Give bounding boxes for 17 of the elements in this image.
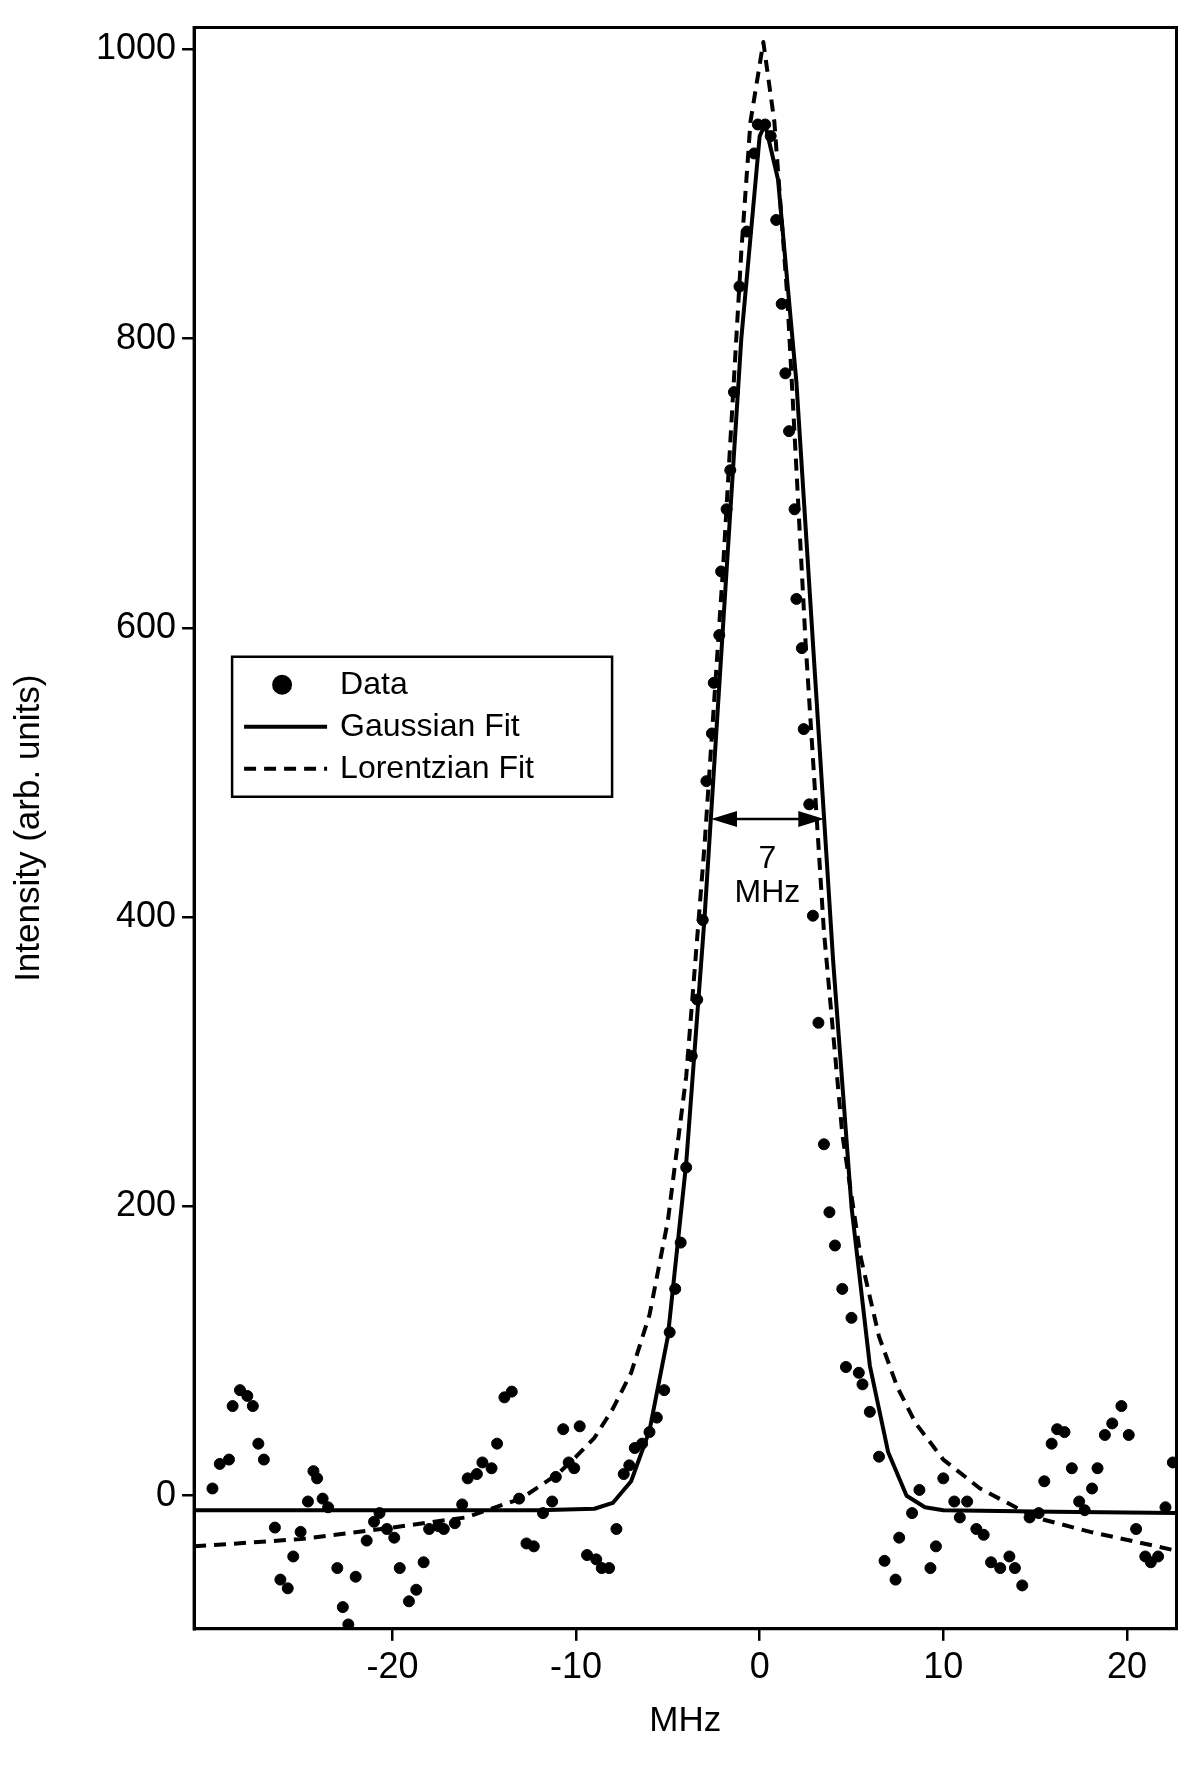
x-tick-label: -20: [366, 1645, 419, 1687]
y-tick-label: 1000: [95, 26, 177, 68]
x-tick-label: 0: [749, 1645, 770, 1687]
y-tick-label: 400: [116, 894, 177, 936]
y-tick-label: 200: [116, 1183, 177, 1225]
y-axis-title: Intensity (arb. units): [6, 674, 46, 982]
x-tick-label: -10: [550, 1645, 603, 1687]
legend-label: Data: [340, 664, 408, 701]
y-tick-label: 800: [116, 315, 177, 357]
x-tick-label: 10: [923, 1645, 964, 1687]
y-tick-label: 600: [116, 604, 177, 646]
y-tick-label: 0: [156, 1472, 177, 1514]
x-tick-label: 20: [1106, 1645, 1147, 1687]
legend-label: Lorentzian Fit: [340, 748, 535, 785]
annotation: 7 MHz: [734, 838, 801, 909]
x-axis-title: MHz: [649, 1698, 722, 1738]
legend-label: Gaussian Fit: [340, 706, 520, 743]
